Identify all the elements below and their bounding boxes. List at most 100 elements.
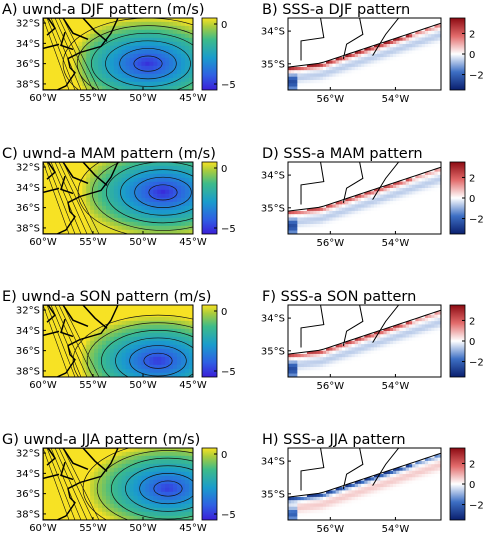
y-tick-label: 36°S [16,489,40,500]
y-tick-label: 36°S [16,59,40,70]
colorbar-tick-label: −5 [221,367,236,378]
panel-E: E) uwnd-a SON pattern (m/s) 60°W 55°W 50°W 4… [2,289,236,391]
panel-H: H) SSS-a JJA pattern 56°W 54°W 34°S 35°S 2 0 −2 [261,432,484,535]
uwnd-colorbar: 0 −5 [201,17,236,91]
y-tick-label: 34°S [261,27,285,38]
x-tick-label: 56°W [317,524,345,535]
contour [50,162,82,234]
y-tick-label: 38°S [16,223,40,234]
y-tick-label: 34°S [16,326,40,337]
contour [62,305,100,377]
x-tick-label: 56°W [317,94,345,105]
axes-frame [287,447,442,521]
contour [62,18,100,90]
borders [43,162,108,195]
colorbar-gradient [201,304,218,378]
axes-frame [42,17,194,91]
axes-frame [287,17,442,91]
panel-title: B) SSS-a DJF pattern [262,2,410,18]
contour [119,48,177,80]
y-tick-label: 35°S [261,59,285,70]
map-area [288,162,441,234]
contour [133,55,163,72]
colorbar-gradient [201,17,218,91]
y-tick-label: 34°S [16,183,40,194]
contour [96,450,193,520]
colorbar-tick-label: 0 [469,480,475,491]
contour [54,162,88,234]
sss-colorbar: 2 0 −2 [449,447,484,521]
x-tick-label: 54°W [382,381,410,392]
axes-frame [42,304,194,378]
y-tick-label: 38°S [16,366,40,377]
panel-G: G) uwnd-a JJA pattern (m/s) 60°W 55°W 50°W 4… [2,432,236,534]
y-tick-label: 32°S [16,449,40,460]
colorbar-tick-label: 0 [221,20,227,31]
y-tick-label: 38°S [16,509,40,520]
axes-frame [287,161,442,235]
panel-title: E) uwnd-a SON pattern (m/s) [2,289,211,305]
contour [76,25,193,90]
contour [143,352,173,369]
contour [86,322,193,377]
x-tick-label: 50°W [129,523,157,534]
panel-B: B) SSS-a DJF pattern 56°W 54°W 34°S 35°S 2 0 −2 [261,2,484,105]
contour [105,40,191,87]
sss-colorbar: 2 0 −2 [449,17,484,91]
map-area [288,305,441,377]
colorbar-tick-label: −5 [221,224,236,235]
colorbar-tick-label: 2 [469,29,475,40]
uwnd-colorbar: 0 −5 [201,161,236,235]
map-area [288,18,441,90]
map-area [43,162,193,234]
contour [46,18,76,90]
coastline [288,18,441,68]
x-tick-label: 60°W [29,237,57,248]
contour [50,305,82,377]
colorbar-tick-label: 0 [221,450,227,461]
x-tick-label: 60°W [29,523,57,534]
coastline [43,448,119,520]
contour [43,18,70,90]
contour [139,473,193,505]
contour [58,18,94,90]
contour [43,162,70,234]
colorbar-tick-label: −2 [469,215,484,226]
contour [46,162,76,234]
x-tick-label: 56°W [317,238,345,249]
coastline [288,448,441,498]
contour [54,305,88,377]
uwnd-colorbar: 0 −5 [201,447,236,521]
y-tick-label: 38°S [16,79,40,90]
contour [129,345,187,377]
colorbar-tick-label: 2 [469,459,475,470]
axes-frame [42,447,194,521]
contour [153,480,183,497]
panel-title: F) SSS-a SON pattern [262,289,416,305]
colorbar-tick-label: −2 [469,358,484,369]
contour [58,305,94,377]
contour [72,314,193,377]
x-tick-label: 55°W [79,380,107,391]
sss-colorbar: 2 0 −2 [449,161,484,235]
y-tick-label: 32°S [16,163,40,174]
x-tick-label: 50°W [129,380,157,391]
panel-title: G) uwnd-a JJA pattern (m/s) [2,432,200,448]
coastline [43,18,119,90]
coastline [43,162,119,234]
colorbar-tick-label: 0 [221,164,227,175]
x-tick-label: 55°W [79,237,107,248]
colorbar-tick-label: −5 [221,80,236,91]
panel-title: D) SSS-a MAM pattern [262,146,423,162]
x-tick-label: 54°W [382,524,410,535]
y-tick-label: 34°S [261,314,285,325]
contour [62,448,100,520]
axes-frame [42,161,194,235]
contour [101,330,193,377]
x-tick-label: 55°W [79,93,107,104]
panel-title: C) uwnd-a MAM pattern (m/s) [2,146,216,162]
contour [46,305,76,377]
borders [300,305,400,348]
contour [120,169,193,216]
